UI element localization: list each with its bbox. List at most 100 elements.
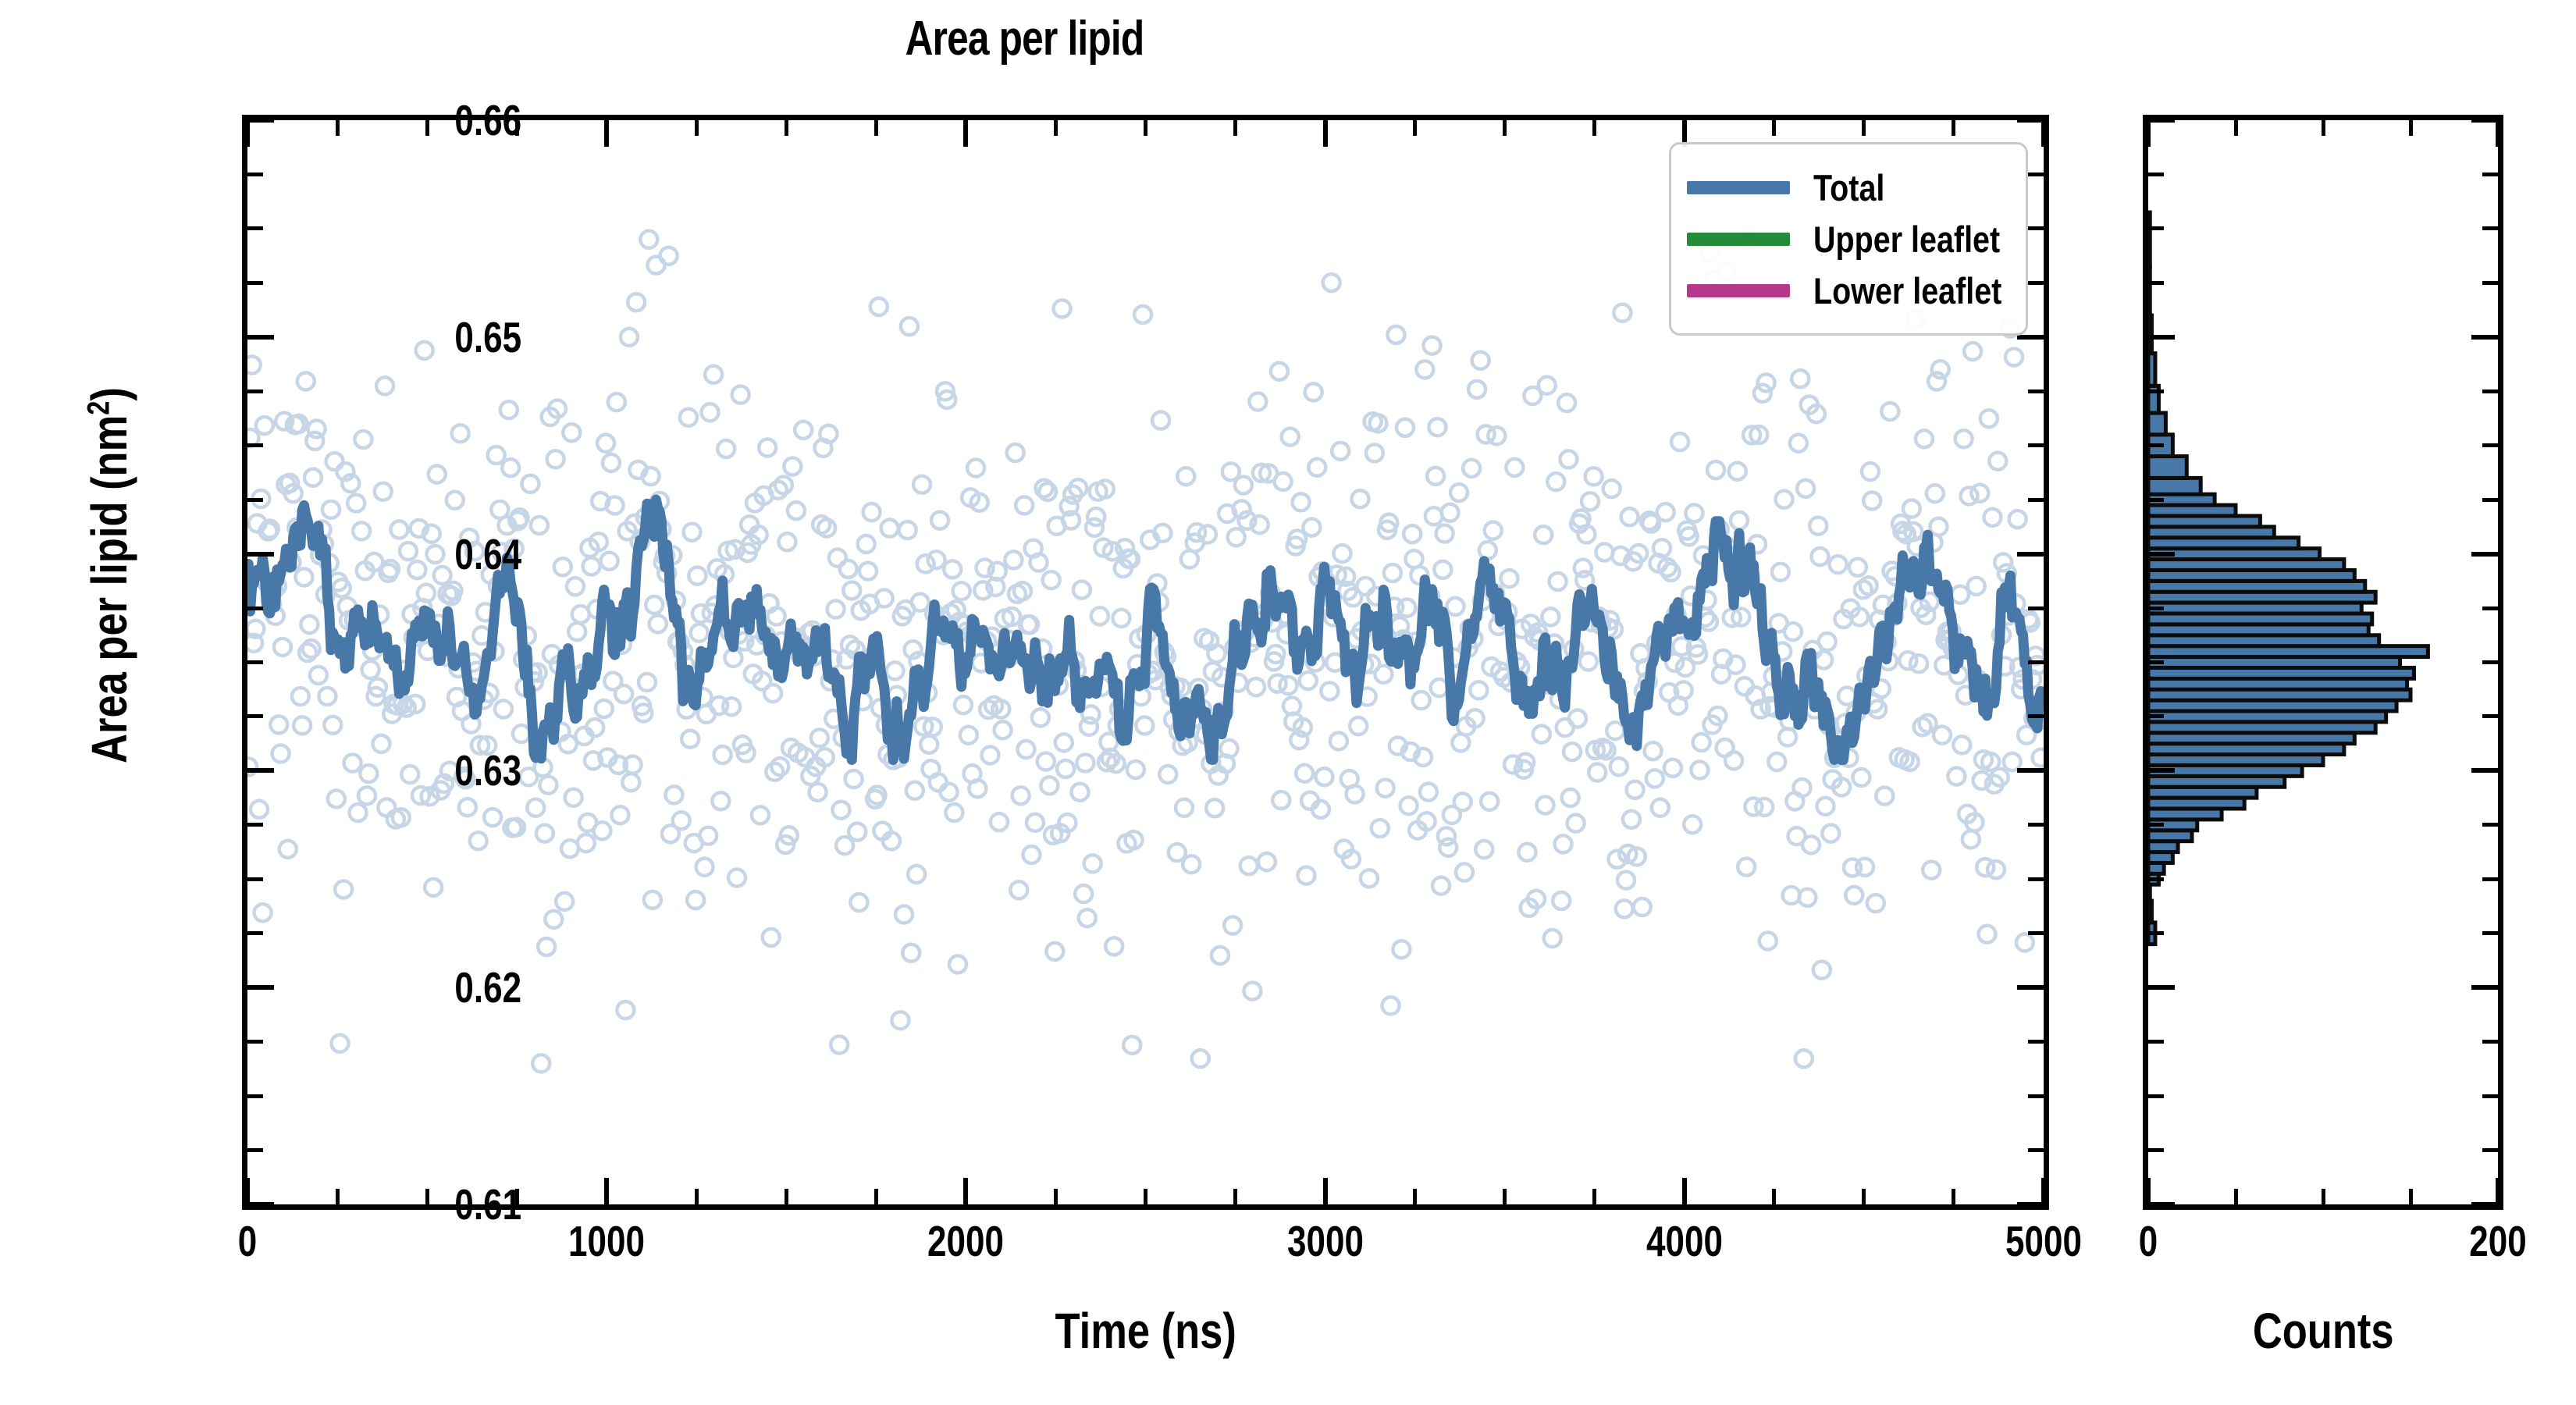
hist-x-axis-title: Counts (2143, 1302, 2503, 1360)
y-tick-minor (247, 1040, 263, 1044)
hist-y-tick-right-minor (2482, 172, 2498, 176)
x-tick-top-minor (1413, 120, 1418, 136)
hist-y-tick-right-minor (2482, 226, 2498, 231)
hist-y-tick-minor (2148, 443, 2164, 448)
y-tick-right-minor (2028, 172, 2044, 176)
hist-x-tick-minor (2321, 1189, 2325, 1204)
legend-swatch-lower-leaflet (1687, 283, 1790, 297)
x-tick-major (604, 1178, 610, 1204)
y-tick-label: 0.63 (454, 746, 521, 795)
hist-y-tick-minor (2148, 714, 2164, 719)
x-tick-label: 2000 (927, 1217, 1005, 1265)
y-tick-major (247, 1202, 274, 1204)
histogram-canvas (2148, 210, 2430, 947)
hist-x-tick-top-minor (2233, 120, 2238, 136)
hist-x-tick-major (2148, 1178, 2151, 1204)
y-tick-label: 0.65 (454, 312, 521, 361)
x-tick-top-minor (1592, 120, 1597, 136)
x-tick-major (963, 1178, 969, 1204)
hist-x-tick-minor (2233, 1189, 2238, 1204)
y-tick-minor (247, 660, 263, 664)
legend-label-upper-leaflet: Upper leaflet (1813, 218, 2001, 260)
y-tick-minor (247, 877, 263, 881)
hist-y-tick-major (2148, 551, 2175, 557)
hist-y-tick-minor (2148, 172, 2164, 176)
x-tick-minor (425, 1189, 429, 1204)
x-tick-minor (1772, 1189, 1777, 1204)
timeseries-canvas (247, 229, 2044, 1074)
hist-y-tick-minor (2148, 389, 2164, 393)
hist-x-tick-top-major (2148, 120, 2151, 147)
hist-x-tick-label: 0 (2138, 1217, 2158, 1265)
x-tick-top-minor (425, 120, 429, 136)
y-tick-minor (247, 714, 263, 719)
legend: Total Upper leaflet Lower leaflet (1669, 142, 2028, 336)
y-tick-label: 0.64 (454, 529, 521, 578)
hist-y-tick-right-minor (2482, 443, 2498, 448)
legend-item-total: Total (1687, 162, 2010, 213)
x-tick-minor (1862, 1189, 1866, 1204)
y-tick-right-major (2017, 985, 2044, 991)
x-tick-top-major (604, 120, 610, 147)
x-tick-minor (1144, 1189, 1147, 1204)
y-tick-minor (247, 1148, 263, 1153)
histogram-bar (2148, 898, 2154, 925)
hist-y-tick-right-minor (2482, 877, 2498, 881)
x-tick-major (1681, 1178, 1687, 1204)
x-tick-top-major (1681, 120, 1687, 147)
hist-y-tick-major (2148, 1202, 2175, 1204)
hist-y-tick-right-major (2471, 1202, 2498, 1204)
y-tick-minor (247, 226, 263, 231)
hist-y-tick-major (2148, 768, 2175, 774)
y-tick-right-minor (2028, 1148, 2044, 1153)
y-tick-right-minor (2028, 606, 2044, 610)
y-tick-right-major (2017, 551, 2044, 557)
x-tick-top-minor (1862, 120, 1866, 136)
y-tick-right-major (2017, 120, 2044, 123)
x-tick-label: 4000 (1646, 1217, 1723, 1265)
x-axis-title-text: Time (ns) (1055, 1303, 1236, 1359)
y-tick-right-minor (2028, 1094, 2044, 1098)
x-axis-title: Time (ns) (242, 1302, 2049, 1360)
x-tick-top-major (2041, 120, 2044, 147)
histogram-bars (2148, 210, 2430, 947)
histogram-bar (2148, 265, 2152, 318)
x-tick-top-major (1322, 120, 1328, 147)
hist-y-tick-right-major (2471, 334, 2498, 340)
hist-y-tick-right-major (2471, 120, 2498, 123)
hist-y-tick-right-major (2471, 551, 2498, 557)
hist-y-tick-minor (2148, 660, 2164, 664)
x-tick-top-minor (873, 120, 878, 136)
histogram-bar (2148, 882, 2152, 903)
x-tick-minor (1952, 1189, 1956, 1204)
x-tick-minor (873, 1189, 878, 1204)
hist-y-tick-minor (2148, 931, 2164, 936)
hist-y-tick-right-minor (2482, 1040, 2498, 1044)
legend-label-total: Total (1813, 166, 1885, 208)
hist-y-tick-right-minor (2482, 280, 2498, 285)
y-tick-major (247, 985, 274, 991)
hist-y-tick-right-major (2471, 768, 2498, 774)
x-tick-label: 0 (237, 1217, 258, 1265)
x-tick-minor (1053, 1189, 1058, 1204)
hist-y-tick-minor (2148, 226, 2164, 231)
y-tick-right-minor (2028, 823, 2044, 827)
legend-swatch-total (1687, 180, 1790, 194)
histogram-bar (2148, 351, 2158, 388)
y-tick-minor (247, 172, 263, 176)
x-tick-label: 3000 (1286, 1217, 1364, 1265)
x-tick-top-major (247, 120, 250, 147)
y-tick-minor (247, 606, 263, 610)
x-tick-minor (335, 1189, 340, 1204)
hist-y-tick-minor (2148, 1094, 2164, 1098)
x-tick-label: 5000 (2005, 1217, 2082, 1265)
running-average-line (247, 494, 2044, 766)
y-tick-label: 0.62 (454, 963, 521, 1012)
y-tick-major (247, 334, 274, 340)
y-tick-right-minor (2028, 389, 2044, 393)
hist-y-tick-right-minor (2482, 1148, 2498, 1153)
hist-y-tick-minor (2148, 497, 2164, 502)
hist-y-tick-minor (2148, 823, 2164, 827)
histogram-bar (2148, 411, 2168, 437)
